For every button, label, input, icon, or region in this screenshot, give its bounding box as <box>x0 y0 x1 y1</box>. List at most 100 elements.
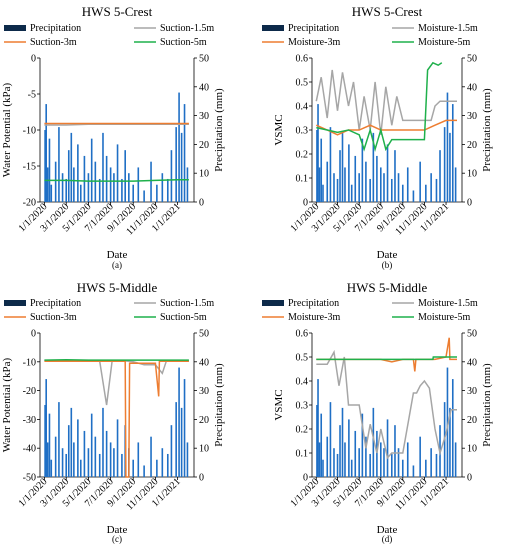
series-line-suction-3m <box>44 360 189 478</box>
precipitation-bar <box>170 150 173 202</box>
chart-panel-4: HWS 5-Middle Precipitation Moisture-1.5m Mo… <box>262 280 493 544</box>
legend-swatch <box>262 25 284 31</box>
precipitation-bar <box>412 190 415 202</box>
legend-label: Moisture-1.5m <box>418 23 478 34</box>
precipitation-bar <box>50 184 53 202</box>
precipitation-bar <box>77 419 79 477</box>
y2-tick-label: 50 <box>467 54 477 65</box>
precipitation-bar <box>326 436 329 477</box>
y2-tick-label: 20 <box>467 140 477 151</box>
precipitation-bar <box>320 413 323 477</box>
legend-label: Suction-1.5m <box>160 23 214 34</box>
panel-label: (a) <box>112 260 122 270</box>
chart-title: HWS 5-Middle <box>347 280 428 295</box>
precipitation-bar <box>143 190 145 202</box>
precipitation-bar <box>317 379 319 477</box>
precipitation-bar <box>178 92 180 202</box>
precipitation-bar <box>401 459 404 477</box>
precipitation-bar <box>65 178 68 202</box>
legend-label: Precipitation <box>30 298 81 309</box>
precipitation-bar <box>333 173 335 202</box>
precipitation-bar <box>67 150 70 202</box>
precipitation-bar <box>454 167 457 202</box>
y-tick-label: 0.2 <box>296 425 309 436</box>
precipitation-bar <box>318 442 321 477</box>
precipitation-bar <box>350 184 353 202</box>
precipitation-bar <box>446 367 449 477</box>
precipitation-bar <box>336 178 339 202</box>
precipitation-bar <box>329 127 332 202</box>
y2-axis-title: Precipitation (mm) <box>481 88 493 172</box>
precipitation-bar <box>83 155 86 202</box>
y2-axis-title: Precipitation (mm) <box>481 363 493 447</box>
precipitation-bar <box>376 155 378 202</box>
precipitation-bar <box>451 104 454 202</box>
y2-tick-label: 30 <box>199 386 209 397</box>
y-axis-title: VSMC <box>273 389 285 420</box>
precipitation-bar <box>365 161 367 202</box>
precipitation-bar <box>109 167 112 202</box>
y2-tick-label: 20 <box>199 140 209 151</box>
y2-tick-label: 0 <box>467 473 472 484</box>
legend-label: Suction-3m <box>30 312 77 323</box>
series-line-moisture-1-5m <box>316 349 457 460</box>
legend-label: Suction-3m <box>30 37 77 48</box>
precipitation-bar <box>70 132 73 202</box>
legend-label: Moisture-3m <box>288 312 340 323</box>
precipitation-bar <box>322 459 324 477</box>
y2-tick-label: 0 <box>199 198 204 209</box>
precipitation-bar <box>394 150 396 202</box>
y2-tick-label: 10 <box>467 169 477 180</box>
precipitation-bar <box>175 127 177 202</box>
chart-panel-3: HWS 5-Middle Precipitation Suction-1.5m Suc… <box>1 280 225 544</box>
precipitation-bar <box>435 453 438 477</box>
precipitation-bar <box>183 379 186 477</box>
y-tick-label: -10 <box>23 357 36 368</box>
precipitation-bar <box>419 436 421 477</box>
precipitation-bar <box>406 442 409 477</box>
precipitation-bar <box>425 459 427 477</box>
precipitation-bar <box>183 104 186 202</box>
precipitation-bar <box>317 104 319 202</box>
precipitation-bar <box>406 167 409 202</box>
precipitation-bar <box>383 448 385 477</box>
y-axis-title: VSMC <box>273 114 285 145</box>
y2-tick-label: 20 <box>199 415 209 426</box>
precipitation-bar <box>46 442 49 477</box>
precipitation-bar <box>124 150 126 202</box>
legend-label: Suction-5m <box>160 37 207 48</box>
legend-swatch <box>4 300 26 306</box>
precipitation-bar <box>67 425 70 477</box>
precipitation-bar <box>186 167 189 202</box>
precipitation-bar <box>348 419 350 477</box>
precipitation-bar <box>344 442 346 477</box>
precipitation-bar <box>77 144 79 202</box>
precipitation-bar <box>137 167 140 202</box>
precipitation-bar <box>178 367 180 477</box>
precipitation-bar <box>83 430 86 477</box>
precipitation-bar <box>98 178 101 202</box>
precipitation-bar <box>128 173 130 202</box>
y2-tick-label: 50 <box>199 54 209 65</box>
precipitation-bar <box>73 167 75 202</box>
precipitation-bar <box>451 379 454 477</box>
precipitation-bar <box>102 132 104 202</box>
precipitation-bar <box>322 184 324 202</box>
y2-tick-label: 50 <box>199 329 209 340</box>
series-line-moisture-1-5m <box>315 69 457 135</box>
precipitation-bar <box>132 184 135 202</box>
chart-title: HWS 5-Crest <box>352 4 423 19</box>
precipitation-bar <box>87 173 90 202</box>
precipitation-bar <box>121 453 123 477</box>
precipitation-bar <box>326 161 329 202</box>
precipitation-bar <box>54 161 57 202</box>
y-tick-label: 0.3 <box>296 401 309 412</box>
precipitation-bar <box>430 448 432 477</box>
precipitation-bar <box>379 167 382 202</box>
series-line-suction-1-5m <box>44 359 189 406</box>
precipitation-bar <box>109 442 112 477</box>
precipitation-bar <box>150 161 152 202</box>
y-tick-label: -20 <box>23 198 36 209</box>
precipitation-bar <box>336 453 339 477</box>
